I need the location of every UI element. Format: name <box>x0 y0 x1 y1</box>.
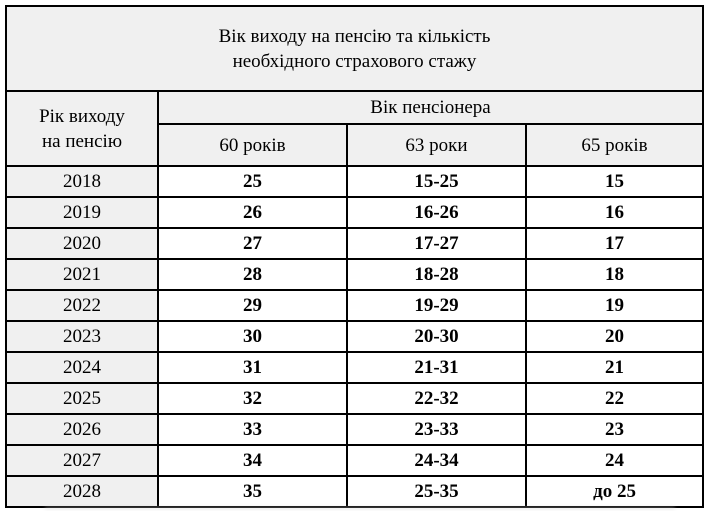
stage-63-cell: 15-25 <box>346 165 527 198</box>
stage-65-cell: 24 <box>524 444 705 477</box>
year-column-header: Рік виходу на пенсію <box>5 90 159 167</box>
stage-60-cell: 33 <box>157 413 348 446</box>
age-group-header: Вік пенсіонера <box>156 90 705 125</box>
stage-63-cell: 23-33 <box>346 413 527 446</box>
stage-63-cell: 24-34 <box>346 444 527 477</box>
table-row: 2021 28 18-28 18 <box>5 258 705 291</box>
age-60-header: 60 років <box>157 123 348 167</box>
header-row-top: Рік виходу на пенсію Вік пенсіонера <box>5 90 705 167</box>
stage-60-cell: 31 <box>157 351 348 384</box>
table-row: 2018 25 15-25 15 <box>5 165 705 198</box>
stage-60-cell: 29 <box>157 289 348 322</box>
stage-63-cell: 21-31 <box>346 351 527 384</box>
table-row: 2026 33 23-33 23 <box>5 413 705 446</box>
stage-60-cell: 26 <box>157 196 348 229</box>
stage-63-cell: 22-32 <box>346 382 527 415</box>
scan-shadow-artifact <box>45 507 675 509</box>
stage-60-cell: 30 <box>157 320 348 353</box>
table-title: Вік виходу на пенсію та кількість необхі… <box>4 5 705 92</box>
stage-63-cell: 16-26 <box>346 196 527 229</box>
stage-63-cell: 17-27 <box>346 227 527 260</box>
title-row: Вік виходу на пенсію та кількість необхі… <box>4 5 705 92</box>
table-row: 2025 32 22-32 22 <box>5 382 705 415</box>
header-row-sub: 60 років 63 роки 65 років <box>6 123 705 167</box>
table-row: 2020 27 17-27 17 <box>5 227 705 260</box>
stage-60-cell: 35 <box>157 475 348 508</box>
stage-63-cell: 25-35 <box>346 475 527 508</box>
stage-60-cell: 32 <box>157 382 348 415</box>
year-cell: 2028 <box>5 475 159 508</box>
stage-63-cell: 19-29 <box>346 289 527 322</box>
year-cell: 2027 <box>5 444 159 477</box>
year-cell: 2019 <box>5 196 159 229</box>
stage-60-cell: 28 <box>157 258 348 291</box>
table-row: 2023 30 20-30 20 <box>5 320 705 353</box>
stage-65-cell: до 25 <box>524 475 705 508</box>
table-row: 2022 29 19-29 19 <box>5 289 705 322</box>
stage-65-cell: 20 <box>524 320 705 353</box>
stage-65-cell: 18 <box>524 258 705 291</box>
year-cell: 2022 <box>5 289 159 322</box>
age-65-header: 65 років <box>524 123 705 167</box>
year-cell: 2020 <box>5 227 159 260</box>
stage-63-cell: 18-28 <box>346 258 527 291</box>
stage-63-cell: 20-30 <box>346 320 527 353</box>
table-row: 2027 34 24-34 24 <box>5 444 705 477</box>
year-cell: 2023 <box>5 320 159 353</box>
stage-65-cell: 15 <box>524 165 705 198</box>
table-row: 2024 31 21-31 21 <box>5 351 705 384</box>
stage-65-cell: 22 <box>524 382 705 415</box>
stage-65-cell: 23 <box>524 413 705 446</box>
stage-60-cell: 25 <box>157 165 348 198</box>
stage-60-cell: 34 <box>157 444 348 477</box>
table-row: 2019 26 16-26 16 <box>5 196 705 229</box>
stage-65-cell: 16 <box>524 196 705 229</box>
stage-60-cell: 27 <box>157 227 348 260</box>
year-cell: 2024 <box>5 351 159 384</box>
stage-65-cell: 19 <box>524 289 705 322</box>
year-cell: 2018 <box>5 165 159 198</box>
pension-table: Вік виходу на пенсію та кількість необхі… <box>4 5 705 508</box>
year-cell: 2025 <box>5 382 159 415</box>
year-cell: 2021 <box>5 258 159 291</box>
year-cell: 2026 <box>5 413 159 446</box>
table-row: 2028 35 25-35 до 25 <box>5 475 705 508</box>
age-63-header: 63 роки <box>346 123 527 167</box>
stage-65-cell: 21 <box>524 351 705 384</box>
stage-65-cell: 17 <box>524 227 705 260</box>
